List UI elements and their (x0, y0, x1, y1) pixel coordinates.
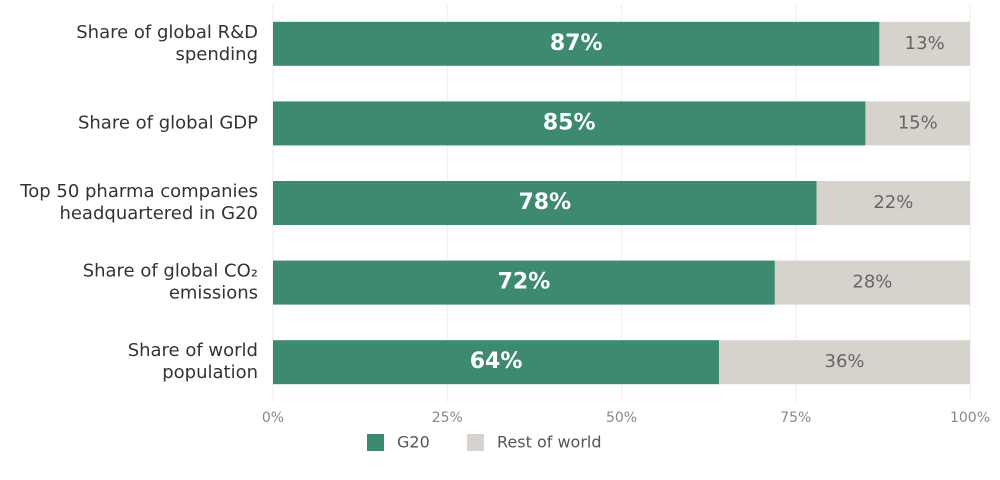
value-label: 85% (543, 110, 596, 135)
bar-segment (816, 181, 970, 225)
bar-segment (865, 101, 970, 146)
value-label: 64% (470, 349, 523, 374)
bar-segment (879, 21, 970, 66)
x-tick-label: 25% (432, 410, 463, 426)
legend-swatch (367, 434, 384, 451)
bar-segment (273, 340, 720, 385)
x-tick-label: 0% (262, 410, 284, 426)
value-label: 22% (873, 192, 913, 213)
value-label: 87% (550, 31, 603, 56)
legend-swatch (467, 434, 484, 451)
category-label: Share of global R&D spending (76, 22, 258, 65)
value-label: 78% (518, 190, 571, 215)
x-tick-label: 75% (780, 410, 811, 426)
bar-segment (273, 21, 880, 66)
legend-label: G20 (397, 433, 430, 452)
value-label: 15% (898, 112, 938, 133)
value-label: 13% (905, 33, 945, 54)
category-label: Share of world population (128, 340, 258, 383)
x-tick-label: 50% (606, 410, 637, 426)
category-label: Share of global CO₂ emissions (83, 261, 258, 304)
bar-segment (719, 340, 970, 385)
bar-segment (774, 260, 970, 305)
x-tick-label: 100% (950, 410, 990, 426)
bar-segment (273, 181, 817, 225)
category-label: Share of global GDP (78, 112, 258, 133)
value-label: 72% (498, 270, 551, 295)
bar-segment (273, 101, 866, 146)
value-label: 28% (852, 272, 892, 293)
legend-label: Rest of world (497, 433, 602, 452)
category-label: Top 50 pharma companies headquartered in … (19, 181, 258, 224)
bar-segment (273, 260, 775, 305)
value-label: 36% (825, 351, 865, 372)
